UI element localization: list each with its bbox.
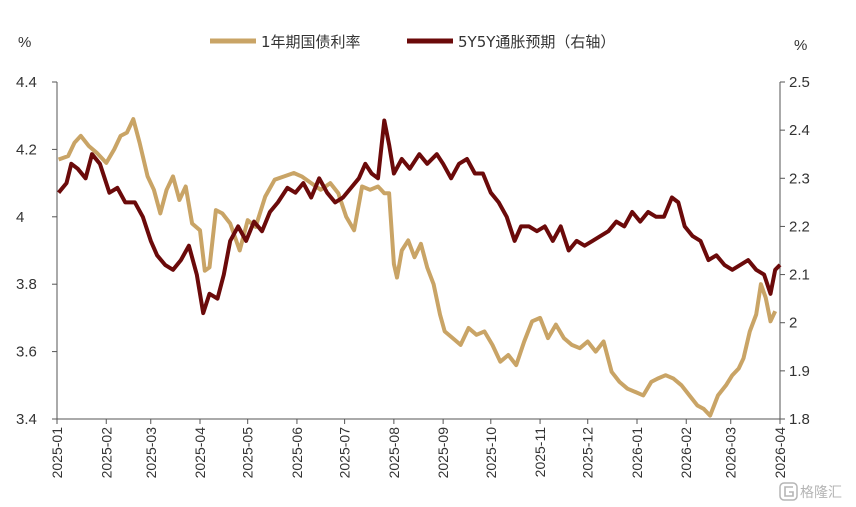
right-unit-label: % <box>794 37 807 54</box>
right-tick-label: 2.1 <box>789 267 810 284</box>
watermark-logo-icon <box>779 482 798 501</box>
x-tick-label: 2025-02 <box>98 427 114 479</box>
right-tick-label: 1.9 <box>789 363 810 380</box>
x-tick-label: 2025-12 <box>580 427 596 479</box>
left-tick-label: 3.4 <box>16 411 37 428</box>
x-tick-label: 2025-03 <box>143 427 159 479</box>
watermark: 格隆汇 <box>779 482 842 501</box>
right-tick-label: 2.4 <box>789 122 810 139</box>
series-line-inflation-expectation <box>57 118 782 316</box>
left-tick-label: 4 <box>16 209 24 226</box>
series-lines <box>57 117 782 418</box>
x-tick-label: 2025-10 <box>483 427 499 479</box>
x-tick-label: 2025-11 <box>532 427 548 478</box>
left-tick-label: 3.8 <box>16 276 37 293</box>
left-tick-label: 3.6 <box>16 344 37 361</box>
x-tick-label: 2026-04 <box>772 427 788 479</box>
x-tick-label: 2025-01 <box>49 427 65 479</box>
x-tick-label: 2025-08 <box>386 427 402 479</box>
left-tick-label: 4.4 <box>16 74 37 91</box>
left-axis-ticks: 3.4 3.6 3.8 4 4.2 4.4 <box>16 74 57 428</box>
right-tick-label: 2.2 <box>789 218 810 235</box>
right-axis-ticks: 1.8 1.9 2 2.1 2.2 2.3 2.4 2.5 <box>780 74 810 428</box>
legend-label-inflation: 5Y5Y通胀预期（右轴） <box>458 33 615 51</box>
series-line-bond-yield <box>57 117 778 418</box>
right-tick-label: 2.3 <box>789 170 810 187</box>
left-tick-label: 4.2 <box>16 141 37 158</box>
x-tick-label: 2025-07 <box>337 427 353 479</box>
x-tick-label: 2025-05 <box>240 427 256 479</box>
watermark-text: 格隆汇 <box>800 485 842 501</box>
x-tick-label: 2025-06 <box>289 427 305 479</box>
x-tick-label: 2026-02 <box>678 427 694 479</box>
x-tick-label: 2026-03 <box>723 427 739 479</box>
right-tick-label: 1.8 <box>789 411 810 428</box>
legend: 1年期国债利率 5Y5Y通胀预期（右轴） <box>210 33 615 51</box>
left-unit-label: % <box>18 34 31 51</box>
x-axis-ticks: 2025-01 2025-02 2025-03 2025-04 2025-05 2025-… <box>49 419 788 478</box>
x-tick-label: 2025-04 <box>192 427 208 479</box>
x-tick-label: 2025-09 <box>435 427 451 479</box>
right-tick-label: 2.5 <box>789 74 810 91</box>
legend-label-bond-yield: 1年期国债利率 <box>261 33 361 51</box>
x-tick-label: 2026-01 <box>629 427 645 479</box>
right-tick-label: 2 <box>789 315 797 332</box>
